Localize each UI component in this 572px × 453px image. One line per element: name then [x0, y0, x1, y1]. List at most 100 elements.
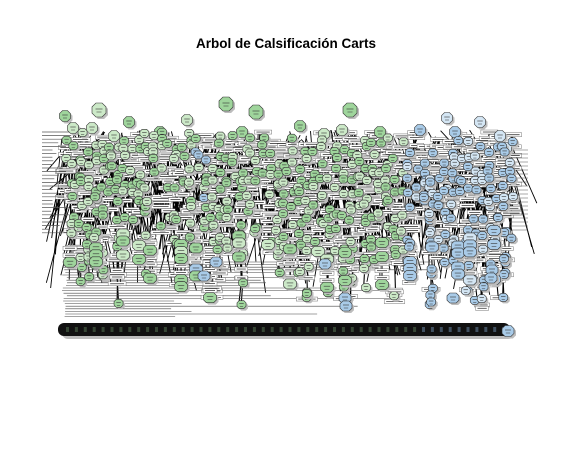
tree-node: [185, 218, 197, 230]
tree-node: [222, 243, 234, 255]
tree-node: [342, 102, 359, 119]
tree-node: [396, 226, 408, 238]
tree-node: [439, 158, 451, 170]
tree-node: [201, 155, 213, 166]
tree-node: [149, 167, 161, 178]
tree-node: [156, 163, 169, 175]
tree-node: [274, 268, 287, 279]
tree-node: [89, 233, 101, 244]
tree-node: [359, 199, 371, 211]
tree-node: [218, 96, 235, 113]
tree-node: [487, 239, 503, 252]
tree-node: [414, 124, 428, 138]
tree-node: [113, 298, 126, 310]
tree-node: [476, 294, 489, 305]
tree-node: [184, 164, 196, 175]
tree-node: [424, 228, 437, 239]
tree-node: [295, 164, 307, 176]
tree-node: [359, 254, 372, 265]
tree-node: [250, 176, 262, 187]
tree-node: [398, 137, 411, 148]
tree-node: [283, 243, 299, 256]
leaf-row: [58, 323, 514, 339]
tree-node: [433, 235, 445, 246]
tree-node: [261, 239, 277, 252]
tree-node: [331, 224, 343, 235]
tree-node: [375, 237, 391, 250]
tree-node: [89, 256, 105, 269]
tree-node: [493, 213, 505, 224]
tree-node: [63, 256, 79, 270]
tree-node: [84, 272, 96, 283]
tree-node: [189, 242, 205, 255]
tree-node: [320, 281, 336, 295]
tree-node: [283, 278, 299, 291]
tree-node: [139, 128, 151, 140]
tree-node: [485, 184, 498, 195]
tree-node: [106, 151, 118, 162]
tree-node: [75, 277, 88, 288]
tree-nodes: [58, 96, 520, 339]
tree-node: [123, 116, 137, 130]
tree-node: [463, 137, 475, 148]
chart-title: Arbol de Calsificación Carts: [195, 36, 377, 51]
tree-node: [387, 154, 400, 165]
tree-node: [215, 184, 227, 196]
tree-node: [329, 183, 342, 194]
tree-node: [338, 266, 350, 278]
tree-node: [336, 124, 350, 138]
tree-node: [116, 235, 132, 249]
tree-node: [455, 187, 467, 198]
tree-node: [257, 140, 269, 151]
tree-node: [506, 233, 518, 245]
tree-node: [439, 186, 451, 197]
tree-node: [339, 300, 354, 313]
tree-node: [446, 292, 461, 305]
tree-node: [241, 191, 254, 202]
tree-node: [317, 159, 329, 170]
tree-node: [369, 150, 382, 161]
tree-node: [361, 283, 373, 294]
tree-node: [397, 210, 409, 222]
tree-node: [403, 188, 415, 199]
tree-node: [501, 325, 516, 339]
tree-node: [67, 122, 81, 136]
tree-node: [294, 120, 308, 134]
tree-node: [278, 209, 290, 220]
tree-node: [411, 182, 423, 194]
tree-node: [90, 192, 102, 203]
tree-node: [287, 157, 299, 169]
tree-node: [359, 264, 371, 275]
tree-node: [174, 253, 190, 266]
tree-node: [227, 157, 239, 169]
tree-node: [227, 131, 240, 142]
tree-node: [67, 192, 79, 203]
tree-node: [425, 241, 441, 254]
tree-node: [338, 247, 354, 260]
tree-node: [375, 251, 391, 264]
tree-node: [287, 133, 299, 145]
tree-node: [389, 291, 401, 302]
tree-node: [498, 293, 510, 304]
tree-node: [308, 182, 320, 193]
tree-node: [193, 163, 206, 174]
tree-node: [331, 164, 343, 175]
tree-node: [184, 177, 196, 189]
tree-node: [404, 242, 416, 253]
tree-node: [174, 281, 190, 294]
tree-node: [470, 151, 482, 163]
tree-node: [347, 160, 359, 171]
tree-node: [197, 270, 212, 283]
tree-node: [380, 182, 393, 194]
tree-node: [232, 251, 248, 264]
tree-node: [338, 275, 354, 288]
tree-node: [207, 192, 219, 203]
tree-node: [162, 139, 174, 150]
tree-node: [383, 195, 395, 207]
tree-node: [250, 156, 262, 167]
tree-node: [310, 237, 322, 248]
tree-node: [301, 213, 313, 225]
tree-node: [77, 128, 90, 139]
tree-node: [504, 158, 517, 169]
tree-node: [426, 264, 439, 275]
